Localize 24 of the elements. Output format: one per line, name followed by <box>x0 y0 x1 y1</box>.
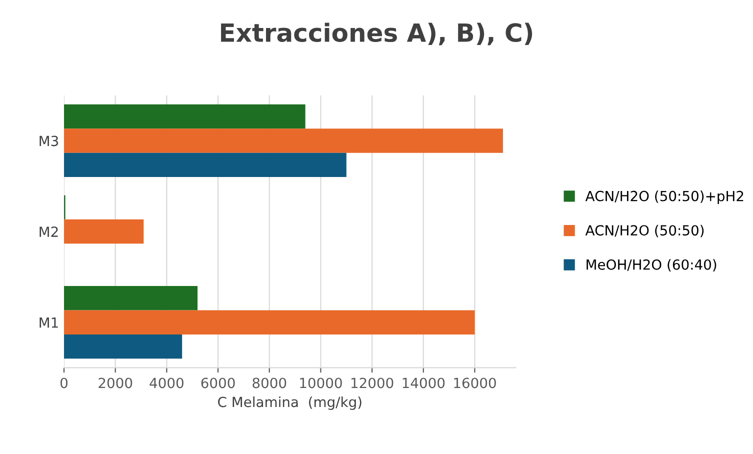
bar <box>64 334 182 359</box>
x-tick-label: 10000 <box>300 378 342 388</box>
x-tick-label: 6000 <box>201 378 235 388</box>
x-tick-label: 0 <box>60 378 68 388</box>
x-tick-label: 8000 <box>252 378 286 388</box>
bar <box>64 128 503 153</box>
bar <box>64 310 475 334</box>
y-tick-label: M2 <box>40 226 58 237</box>
x-tick-label: 12000 <box>351 378 394 388</box>
bar <box>64 286 198 310</box>
legend-label: ACN/H2O (50:50) <box>585 224 704 238</box>
x-tick-label: 14000 <box>402 378 445 388</box>
legend-label: MeOH/H2O (60:40) <box>586 259 716 272</box>
chart-title: Extracciones A), B), C) <box>221 22 532 46</box>
bar <box>64 219 144 244</box>
bar <box>64 152 346 178</box>
x-tick-label: 16000 <box>454 378 496 388</box>
x-tick-label: 2000 <box>98 378 132 388</box>
legend-label: ACN/H2O (50:50)+pH2 <box>585 190 744 204</box>
y-tick-label: M1 <box>40 317 58 328</box>
x-axis-title: C Melamina (mg/kg) <box>218 396 362 410</box>
bar <box>64 104 306 129</box>
y-tick-label: M3 <box>40 136 58 146</box>
x-tick-label: 4000 <box>150 378 184 388</box>
